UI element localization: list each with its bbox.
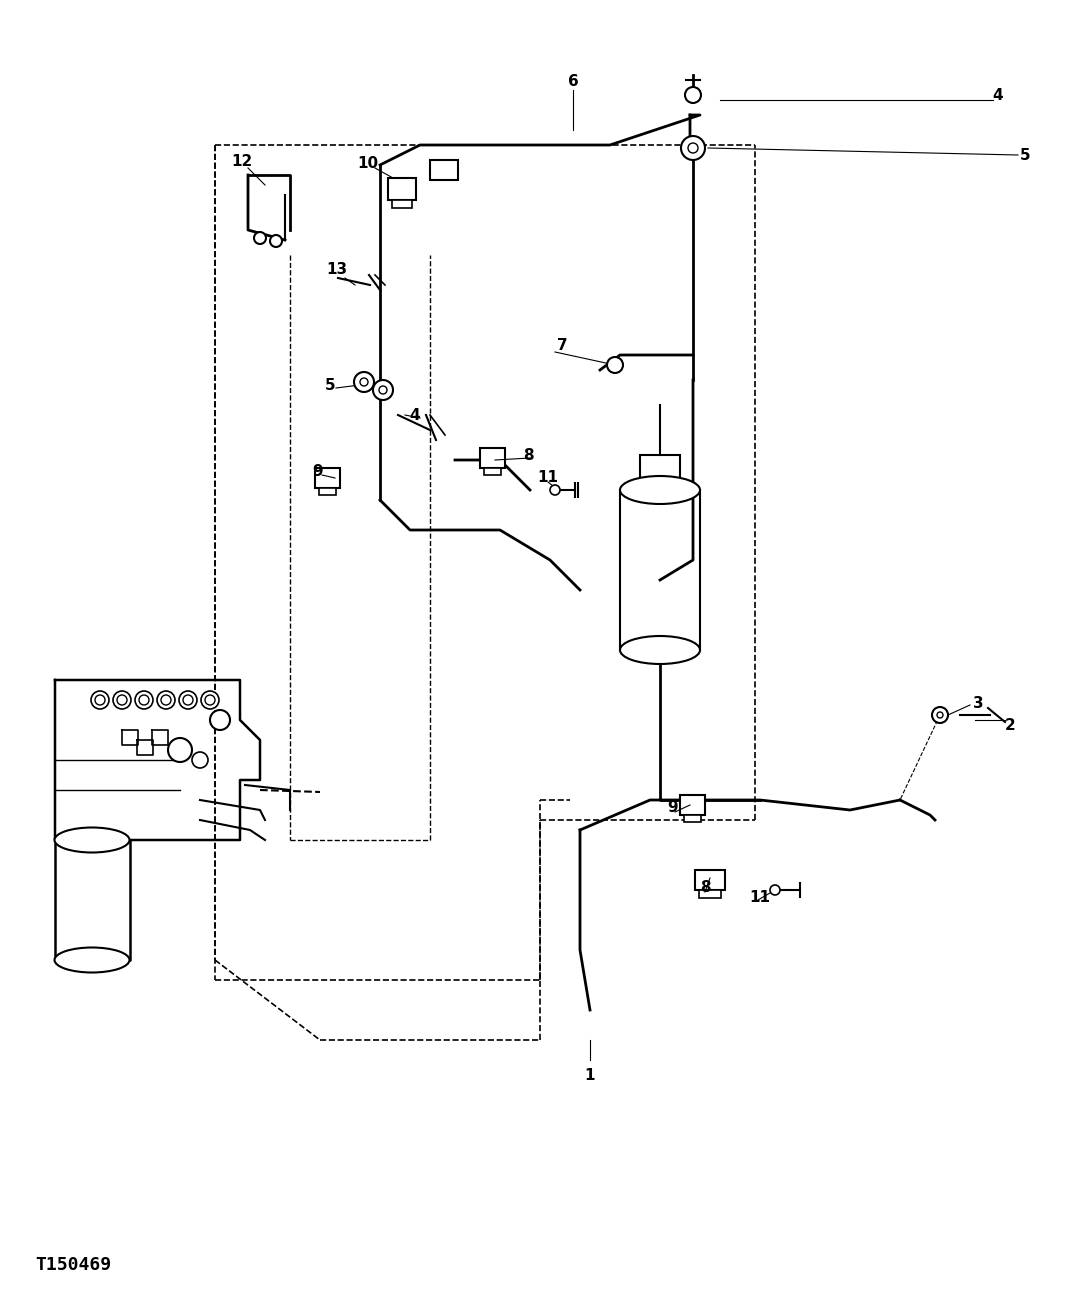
- Text: T150469: T150469: [35, 1256, 111, 1274]
- Circle shape: [95, 695, 105, 704]
- Circle shape: [688, 142, 698, 153]
- Circle shape: [157, 692, 175, 708]
- Circle shape: [201, 692, 218, 708]
- Text: 5: 5: [325, 378, 335, 392]
- Bar: [695, 870, 725, 890]
- Bar: [315, 467, 340, 488]
- Bar: [484, 467, 501, 475]
- Circle shape: [360, 378, 368, 386]
- Bar: [680, 795, 705, 815]
- Circle shape: [607, 357, 623, 373]
- Circle shape: [139, 695, 149, 704]
- Circle shape: [932, 707, 948, 723]
- Text: 5: 5: [1020, 148, 1030, 162]
- Text: 10: 10: [358, 155, 378, 171]
- Text: 13: 13: [327, 263, 348, 277]
- Circle shape: [270, 234, 282, 247]
- Circle shape: [168, 738, 192, 761]
- Text: 8: 8: [523, 448, 533, 462]
- Circle shape: [205, 695, 215, 704]
- Circle shape: [681, 136, 705, 161]
- Text: 3: 3: [972, 695, 983, 711]
- Circle shape: [135, 692, 153, 708]
- Bar: [699, 890, 721, 897]
- Circle shape: [355, 372, 374, 392]
- Text: 11: 11: [538, 470, 558, 486]
- Ellipse shape: [55, 828, 130, 852]
- Circle shape: [192, 752, 208, 768]
- Bar: [684, 815, 702, 822]
- Circle shape: [183, 695, 193, 704]
- Circle shape: [161, 695, 171, 704]
- Circle shape: [550, 486, 560, 495]
- Bar: [388, 177, 416, 199]
- Text: 8: 8: [699, 881, 710, 896]
- Text: 6: 6: [568, 75, 578, 89]
- Circle shape: [179, 692, 197, 708]
- Text: 7: 7: [557, 338, 568, 352]
- Circle shape: [373, 379, 393, 400]
- Circle shape: [210, 710, 230, 730]
- Bar: [640, 455, 680, 490]
- Circle shape: [91, 692, 109, 708]
- Bar: [429, 161, 458, 180]
- Text: 11: 11: [750, 890, 770, 904]
- Circle shape: [770, 884, 780, 895]
- Ellipse shape: [620, 477, 700, 504]
- Circle shape: [937, 712, 942, 717]
- Bar: [620, 490, 700, 650]
- Circle shape: [685, 87, 702, 104]
- Circle shape: [254, 232, 266, 243]
- Text: 9: 9: [313, 465, 323, 479]
- Ellipse shape: [620, 636, 700, 664]
- Bar: [480, 448, 506, 467]
- Bar: [392, 199, 412, 208]
- Ellipse shape: [55, 948, 130, 973]
- Text: 2: 2: [1005, 717, 1015, 733]
- Circle shape: [114, 692, 131, 708]
- Circle shape: [117, 695, 127, 704]
- Circle shape: [379, 386, 387, 394]
- Text: 12: 12: [231, 154, 253, 170]
- Bar: [319, 488, 336, 495]
- Text: 9: 9: [667, 800, 678, 816]
- Text: 1: 1: [585, 1067, 595, 1083]
- Text: 4: 4: [993, 88, 1004, 102]
- Text: 4: 4: [410, 408, 420, 422]
